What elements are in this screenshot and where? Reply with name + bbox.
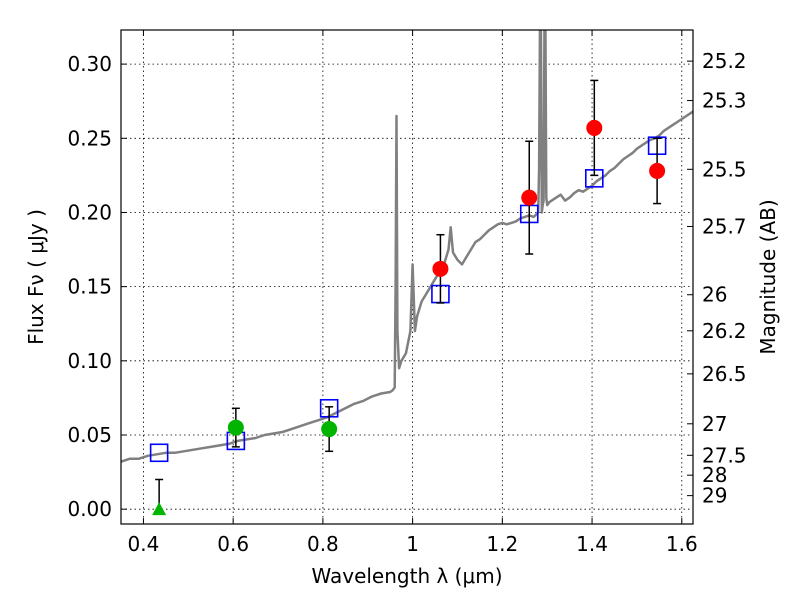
y-tick-label: 0.20 <box>67 200 112 224</box>
y-tick-label: 0.05 <box>67 423 112 447</box>
right-tick-label: 28 <box>702 463 727 487</box>
y-tick-label: 0.25 <box>67 126 112 150</box>
model-photometry-square <box>149 443 169 463</box>
y-axis-label: Flux Fν ( μJy ) <box>24 209 48 345</box>
x-tick-label: 1.2 <box>486 532 518 556</box>
data-points <box>149 79 667 516</box>
right-tick-label: 26.2 <box>702 319 747 343</box>
observed-nir-point <box>586 119 603 136</box>
y-tick-label: 0.30 <box>67 52 112 76</box>
right-tick-label: 25.2 <box>702 49 747 73</box>
y-tick-label: 0.00 <box>67 497 112 521</box>
x-tick-label: 0.6 <box>217 532 249 556</box>
plot-frame <box>120 29 694 525</box>
observed-optical-point <box>321 421 338 438</box>
right-tick-label: 26 <box>702 283 727 307</box>
y-tick-label: 0.15 <box>67 275 112 299</box>
right-tick-label: 25.3 <box>702 89 747 113</box>
right-axis-label: Magnitude (AB) <box>756 199 780 354</box>
observed-nir-point <box>649 162 666 179</box>
right-tick-label: 25.7 <box>702 214 747 238</box>
x-tick-label: 1.6 <box>666 532 698 556</box>
right-tick-label: 27.5 <box>702 443 747 467</box>
observed-nir-point <box>432 260 449 277</box>
right-tick-label: 25.5 <box>702 157 747 181</box>
upper-limit-triangle <box>152 502 167 516</box>
x-tick-label: 1.4 <box>576 532 608 556</box>
right-tick-label: 27 <box>702 412 727 436</box>
plot-area <box>121 30 693 524</box>
x-axis-label: Wavelength λ (μm) <box>311 564 502 588</box>
y-tick-label: 0.10 <box>67 349 112 373</box>
observed-optical-point <box>227 419 244 436</box>
right-tick-label: 26.5 <box>702 362 747 386</box>
grid <box>121 30 693 524</box>
right-tick-label: 29 <box>702 484 727 508</box>
x-tick-label: 0.8 <box>307 532 339 556</box>
observed-nir-point <box>521 189 538 206</box>
x-tick-label: 0.4 <box>128 532 160 556</box>
x-tick-label: 1 <box>406 532 419 556</box>
model-spectrum <box>121 30 693 463</box>
spectrum-line <box>121 30 693 463</box>
axes: 0.4 0.6 0.8 1 1.2 1.4 1.6 0.00 0.05 0.10 0.15 0.20 0… <box>67 30 747 556</box>
